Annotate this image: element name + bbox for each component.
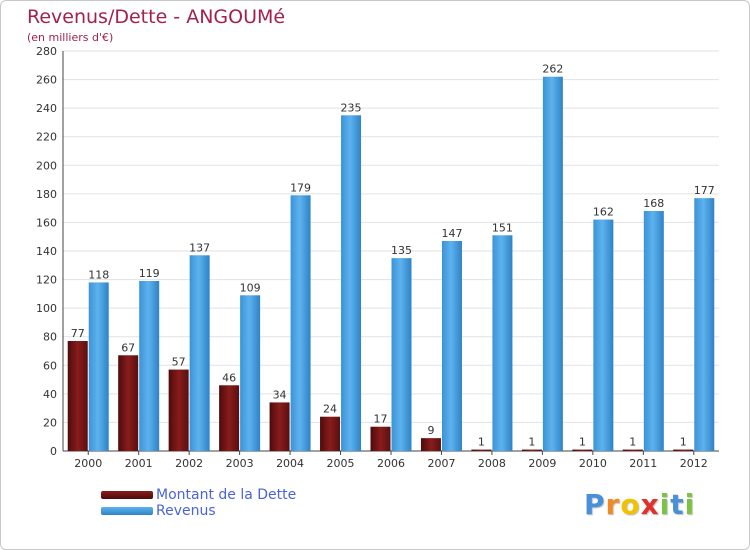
data-label-dette: 34 bbox=[273, 388, 287, 401]
y-tick-label: 200 bbox=[36, 159, 57, 172]
legend-label-revenus: Revenus bbox=[156, 503, 216, 519]
logo-letter: x bbox=[640, 488, 660, 521]
logo-letter: t bbox=[670, 488, 685, 521]
y-tick-label: 60 bbox=[43, 359, 57, 372]
bar-revenus bbox=[88, 282, 109, 451]
x-tick-label: 2000 bbox=[74, 457, 102, 470]
bar-revenus bbox=[391, 258, 412, 451]
data-label-revenus: 147 bbox=[441, 227, 462, 240]
bar-revenus bbox=[441, 241, 462, 451]
data-label-revenus: 135 bbox=[391, 244, 412, 257]
data-label-revenus: 109 bbox=[240, 281, 261, 294]
data-label-revenus: 162 bbox=[593, 206, 614, 219]
bar-revenus bbox=[593, 219, 614, 451]
x-tick-label: 2012 bbox=[680, 457, 708, 470]
data-label-dette: 1 bbox=[629, 436, 636, 449]
y-tick-label: 260 bbox=[36, 74, 57, 87]
data-label-dette: 1 bbox=[579, 436, 586, 449]
x-tick-label: 2005 bbox=[327, 457, 355, 470]
data-label-dette: 57 bbox=[172, 356, 186, 369]
data-label-revenus: 262 bbox=[542, 63, 563, 76]
chart-subtitle: (en milliers d'€) bbox=[27, 31, 114, 44]
data-label-dette: 17 bbox=[374, 413, 388, 426]
bar-revenus bbox=[492, 235, 513, 451]
data-label-revenus: 137 bbox=[189, 241, 210, 254]
data-label-dette: 1 bbox=[478, 436, 485, 449]
bar-dette bbox=[572, 449, 593, 451]
chart-title: Revenus/Dette - ANGOUMé bbox=[27, 6, 286, 28]
logo-letter: r bbox=[605, 488, 621, 521]
bar-dette bbox=[673, 449, 694, 451]
bar-dette bbox=[521, 449, 542, 451]
data-label-revenus: 235 bbox=[341, 101, 362, 114]
data-label-revenus: 118 bbox=[88, 268, 109, 281]
x-tick-label: 2001 bbox=[125, 457, 153, 470]
bar-dette bbox=[320, 416, 341, 451]
legend-swatch-revenus bbox=[101, 507, 153, 515]
y-tick-label: 220 bbox=[36, 131, 57, 144]
y-tick-label: 20 bbox=[43, 416, 57, 429]
data-label-dette: 1 bbox=[528, 436, 535, 449]
logo-letter: P bbox=[584, 488, 606, 521]
x-tick-label: 2011 bbox=[629, 457, 657, 470]
y-tick-label: 240 bbox=[36, 102, 57, 115]
logo-letter: i bbox=[659, 488, 671, 521]
data-label-revenus: 168 bbox=[643, 197, 664, 210]
logo-letter: i bbox=[684, 488, 696, 521]
data-label-revenus: 177 bbox=[694, 184, 715, 197]
logo-letter: o bbox=[620, 488, 641, 521]
bar-dette bbox=[168, 369, 189, 451]
proxiti-logo: Proxiti bbox=[584, 488, 695, 521]
bar-dette bbox=[622, 449, 643, 451]
bar-revenus bbox=[341, 115, 362, 452]
y-tick-label: 80 bbox=[43, 331, 57, 344]
x-tick-label: 2009 bbox=[528, 457, 556, 470]
bar-revenus bbox=[240, 295, 261, 451]
bar-revenus bbox=[643, 211, 664, 451]
bar-dette bbox=[118, 355, 139, 451]
data-label-dette: 77 bbox=[71, 327, 85, 340]
legend-swatch-dette bbox=[101, 491, 153, 499]
bar-revenus bbox=[694, 198, 715, 451]
y-tick-label: 280 bbox=[36, 45, 57, 58]
y-tick-label: 180 bbox=[36, 188, 57, 201]
x-tick-label: 2002 bbox=[175, 457, 203, 470]
bar-revenus bbox=[542, 76, 563, 451]
y-tick-label: 0 bbox=[50, 445, 57, 458]
bar-dette bbox=[420, 438, 441, 451]
bar-dette bbox=[370, 426, 391, 451]
x-tick-label: 2006 bbox=[377, 457, 405, 470]
y-tick-label: 160 bbox=[36, 216, 57, 229]
x-tick-label: 2003 bbox=[226, 457, 254, 470]
x-tick-label: 2008 bbox=[478, 457, 506, 470]
bar-dette bbox=[67, 341, 88, 451]
data-label-dette: 9 bbox=[427, 424, 434, 437]
bar-revenus bbox=[189, 255, 210, 451]
data-label-revenus: 119 bbox=[139, 267, 160, 280]
y-tick-label: 40 bbox=[43, 388, 57, 401]
x-tick-label: 2010 bbox=[579, 457, 607, 470]
bar-dette bbox=[219, 385, 240, 451]
data-label-dette: 67 bbox=[121, 341, 135, 354]
data-label-dette: 24 bbox=[323, 403, 337, 416]
bar-dette bbox=[471, 449, 492, 451]
data-label-revenus: 151 bbox=[492, 221, 513, 234]
x-tick-label: 2004 bbox=[276, 457, 304, 470]
data-label-dette: 46 bbox=[222, 371, 236, 384]
data-label-revenus: 179 bbox=[290, 181, 311, 194]
y-tick-label: 140 bbox=[36, 245, 57, 258]
data-label-dette: 1 bbox=[680, 436, 687, 449]
bar-revenus bbox=[290, 195, 311, 451]
legend-label-dette: Montant de la Dette bbox=[156, 487, 297, 503]
bar-revenus bbox=[139, 281, 160, 451]
x-tick-label: 2007 bbox=[427, 457, 455, 470]
y-tick-label: 100 bbox=[36, 302, 57, 315]
y-tick-label: 120 bbox=[36, 274, 57, 287]
bar-dette bbox=[269, 402, 290, 451]
